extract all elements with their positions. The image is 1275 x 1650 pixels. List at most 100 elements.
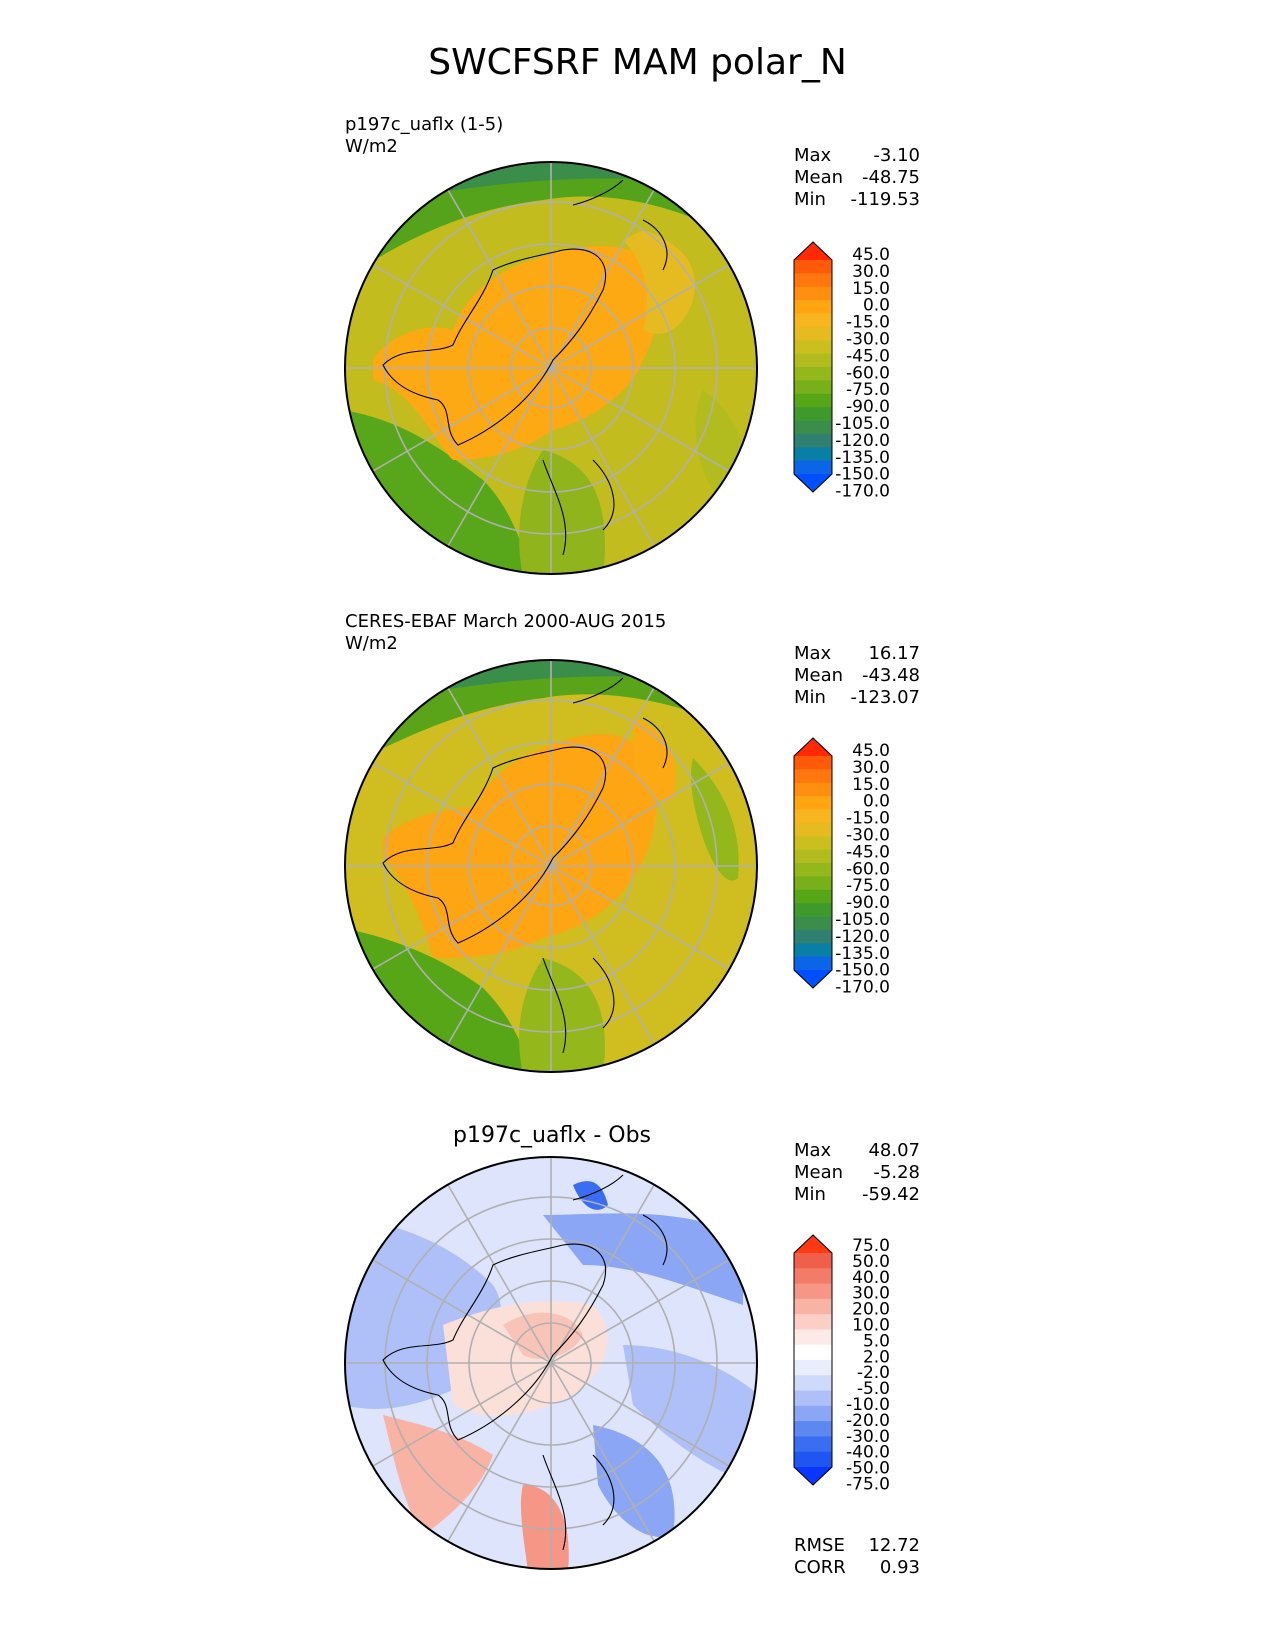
colorbar-bin bbox=[794, 956, 832, 971]
colorbar-tick-label: -60.0 bbox=[846, 859, 890, 879]
colorbar-tick-label: 0.0 bbox=[863, 792, 890, 812]
panel3-polar-map bbox=[344, 1156, 758, 1570]
colorbar-bin bbox=[794, 1360, 832, 1376]
panel1-title: p197c_uaflx (1-5) bbox=[345, 114, 504, 135]
colorbar-tick-label: 2.0 bbox=[863, 1347, 890, 1367]
colorbar-bin bbox=[794, 380, 832, 395]
colorbar-tick-label: -105.0 bbox=[835, 414, 890, 434]
panel2-title-block: CERES-EBAF March 2000-AUG 2015 W/m2 bbox=[345, 611, 666, 655]
colorbar-bin bbox=[794, 796, 832, 810]
colorbar-extend-min bbox=[794, 970, 832, 988]
panel2-mean-label: Mean bbox=[794, 665, 844, 686]
colorbar-tick-label: -75.0 bbox=[846, 380, 890, 400]
colorbar-bin bbox=[794, 286, 832, 301]
panel3-boundary bbox=[344, 1156, 758, 1570]
colorbar-tick-label: -75.0 bbox=[846, 876, 890, 896]
colorbar-bin bbox=[794, 1283, 832, 1300]
panel1-mean: -48.75 bbox=[861, 167, 920, 188]
colorbar-tick-label: -30.0 bbox=[846, 1427, 890, 1447]
panel1-coastlines bbox=[382, 179, 668, 556]
colorbar-tick-label: -170.0 bbox=[835, 482, 890, 502]
panel2-units: W/m2 bbox=[345, 633, 398, 654]
colorbar-tick-label: -60.0 bbox=[846, 363, 890, 383]
panel3-colorbar: 75.050.040.030.020.010.05.02.0-2.0-5.0-1… bbox=[793, 1234, 890, 1495]
colorbar-extend-max bbox=[794, 1235, 832, 1253]
colorbar-tick-label: -5.0 bbox=[857, 1379, 890, 1399]
colorbar-bin bbox=[794, 393, 832, 408]
panel2-min: -123.07 bbox=[850, 687, 920, 708]
colorbar-bin bbox=[794, 756, 832, 770]
colorbar-tick-label: -120.0 bbox=[835, 431, 890, 451]
colorbar-bin bbox=[794, 863, 832, 877]
colorbar-tick-label: 75.0 bbox=[852, 1236, 890, 1256]
colorbar-bin bbox=[794, 889, 832, 904]
panel1-boundary bbox=[344, 161, 758, 575]
colorbar-extend-max bbox=[794, 738, 832, 756]
panel1-stats: Max -3.10 Mean -48.75 Min -119.53 bbox=[794, 145, 920, 211]
colorbar-tick-label: -120.0 bbox=[835, 927, 890, 947]
colorbar-tick-label: -150.0 bbox=[835, 961, 890, 981]
colorbar-tick-label: -75.0 bbox=[846, 1475, 890, 1495]
panel1-min-label: Min bbox=[794, 189, 826, 210]
colorbar-tick-label: -135.0 bbox=[835, 944, 890, 964]
colorbar-bin bbox=[794, 916, 832, 931]
panel2-max: 16.17 bbox=[868, 643, 920, 664]
colorbar-tick-label: -45.0 bbox=[846, 842, 890, 862]
colorbar-tick-label: 20.0 bbox=[852, 1300, 890, 1320]
colorbar-outline bbox=[793, 1234, 833, 1486]
panel1-max-label: Max bbox=[794, 145, 832, 166]
colorbar-tick-label: 45.0 bbox=[852, 245, 890, 265]
colorbar-bin bbox=[794, 460, 832, 475]
panel1-max: -3.10 bbox=[873, 145, 920, 166]
panel3-min-label: Min bbox=[794, 1184, 826, 1205]
colorbar-tick-label: 30.0 bbox=[852, 262, 890, 282]
colorbar-bin bbox=[794, 407, 832, 421]
panel3-mean: -5.28 bbox=[873, 1162, 920, 1183]
corr-value: 0.93 bbox=[879, 1557, 920, 1578]
colorbar-tick-label: -170.0 bbox=[835, 978, 890, 998]
panel1-mean-label: Mean bbox=[794, 167, 844, 188]
panel3-graticule bbox=[345, 1157, 757, 1569]
colorbar-tick-label: 10.0 bbox=[852, 1316, 890, 1336]
colorbar-bin bbox=[794, 1253, 832, 1269]
colorbar-outline bbox=[793, 241, 833, 493]
colorbar-tick-label: 15.0 bbox=[852, 279, 890, 299]
colorbar-bin bbox=[794, 300, 832, 314]
colorbar-bin bbox=[794, 447, 832, 462]
colorbar-bin bbox=[794, 822, 832, 837]
colorbar-bin bbox=[794, 273, 832, 288]
colorbar-tick-label: -15.0 bbox=[846, 809, 890, 829]
panel1-graticule bbox=[345, 162, 757, 574]
colorbar-bin bbox=[794, 943, 832, 958]
panel3-title: p197c_uaflx - Obs bbox=[452, 1123, 652, 1148]
panel2-polar-map bbox=[344, 659, 758, 1073]
colorbar-tick-label: -15.0 bbox=[846, 313, 890, 333]
colorbar-bin bbox=[794, 769, 832, 784]
colorbar-bin bbox=[794, 1451, 832, 1468]
panel3-max-label: Max bbox=[794, 1140, 832, 1161]
colorbar-tick-label: -2.0 bbox=[857, 1363, 890, 1383]
colorbar-tick-label: 30.0 bbox=[852, 758, 890, 778]
colorbar-bin bbox=[794, 1268, 832, 1285]
panel1-min: -119.53 bbox=[850, 189, 920, 210]
colorbar-extend-min bbox=[794, 474, 832, 492]
panel2-coastlines bbox=[382, 677, 668, 1054]
colorbar-bin bbox=[794, 929, 832, 944]
colorbar-bin bbox=[794, 353, 832, 368]
colorbar-bin bbox=[794, 1405, 832, 1422]
colorbar-bin bbox=[794, 367, 832, 381]
colorbar-bin bbox=[794, 1344, 832, 1361]
colorbar-tick-label: 15.0 bbox=[852, 775, 890, 795]
colorbar-tick-label: -105.0 bbox=[835, 910, 890, 930]
colorbar-bin bbox=[794, 1298, 832, 1315]
panel2-boundary bbox=[344, 659, 758, 1073]
colorbar-tick-label: -90.0 bbox=[846, 397, 890, 417]
colorbar-bin bbox=[794, 876, 832, 891]
panel1-colorbar: 45.030.015.00.0-15.0-30.0-45.0-60.0-75.0… bbox=[793, 241, 890, 502]
colorbar-tick-label: -150.0 bbox=[835, 465, 890, 485]
panel2-max-label: Max bbox=[794, 643, 832, 664]
colorbar-bin bbox=[794, 420, 832, 435]
panel1-title-block: p197c_uaflx (1-5) W/m2 bbox=[345, 114, 503, 158]
colorbar-tick-label: -10.0 bbox=[846, 1395, 890, 1415]
colorbar-bin bbox=[794, 340, 832, 355]
